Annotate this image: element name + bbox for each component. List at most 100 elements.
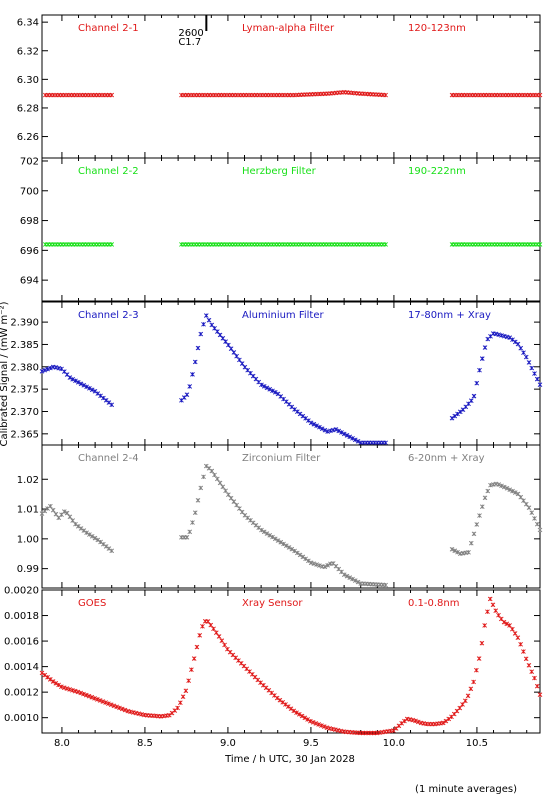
data-point <box>496 482 502 487</box>
data-point <box>39 670 45 676</box>
data-point <box>70 518 75 523</box>
data-point <box>468 540 474 546</box>
data-point <box>518 345 524 351</box>
data-point <box>64 510 70 516</box>
data-point <box>344 573 350 579</box>
data-point <box>352 437 358 443</box>
data-point <box>191 656 197 661</box>
data-point <box>59 684 64 690</box>
panel-label: Channel 2-2 <box>78 166 139 177</box>
y-tick-label: 6.26 <box>17 132 39 143</box>
data-point <box>515 341 521 347</box>
data-point <box>501 333 507 339</box>
data-point <box>192 510 198 516</box>
data-point <box>526 505 532 511</box>
data-point <box>206 317 212 323</box>
panel-label: Channel 2-3 <box>78 310 139 321</box>
x-tick-label: 9.5 <box>303 738 319 749</box>
data-point <box>64 686 70 691</box>
data-point <box>95 537 101 543</box>
data-point <box>449 546 455 552</box>
data-point <box>84 384 89 390</box>
averaging-note: (1 minute averages) <box>415 784 517 795</box>
panel-label: Zirconium Filter <box>242 453 321 464</box>
data-point <box>477 513 482 518</box>
data-point <box>198 331 204 337</box>
data-point <box>457 705 463 711</box>
data-point <box>237 506 242 511</box>
data-point <box>175 705 180 711</box>
data-point <box>504 485 510 491</box>
data-point <box>184 535 190 540</box>
data-point <box>515 635 521 640</box>
data-point <box>166 712 172 718</box>
data-point <box>537 242 543 247</box>
panel-frame <box>41 589 541 734</box>
data-point <box>383 582 388 588</box>
data-point <box>73 521 78 527</box>
data-point <box>479 640 485 646</box>
data-point <box>220 484 226 490</box>
y-tick-label: 698 <box>20 216 39 227</box>
data-point <box>485 609 490 615</box>
data-point <box>208 622 214 628</box>
data-point <box>283 702 288 707</box>
data-point <box>413 718 418 724</box>
data-point <box>294 710 299 715</box>
chart-panels: 6.26 6.28 6.30 6.32 6.34 Channel 2-1 Lyman-alp… <box>4 14 543 749</box>
data-point <box>192 359 198 365</box>
data-point <box>474 522 480 527</box>
y-tick-label: 0.0016 <box>4 637 39 648</box>
data-point <box>532 516 537 521</box>
data-point <box>209 468 215 474</box>
data-point <box>521 350 526 355</box>
data-point <box>288 706 294 712</box>
data-point <box>308 560 314 566</box>
data-point <box>53 511 59 517</box>
data-point <box>264 385 270 391</box>
data-point <box>194 644 200 650</box>
data-point <box>507 623 512 628</box>
data-point <box>410 717 416 723</box>
data-point <box>474 380 480 386</box>
data-point <box>319 723 324 728</box>
panel-label: 6-20nm + Xray <box>408 453 485 464</box>
data-point <box>347 434 353 440</box>
x-axis-label: Time / h UTC, 30 Jan 2028 <box>224 754 355 765</box>
data-point <box>75 689 81 695</box>
data-point <box>295 550 300 556</box>
data-point <box>499 333 504 338</box>
data-point <box>223 488 228 494</box>
data-point <box>297 552 303 558</box>
panel-label: Channel 2-1 <box>78 23 139 34</box>
data-point <box>496 612 501 618</box>
data-point <box>97 698 103 703</box>
panel-label: GOES <box>78 598 106 609</box>
data-point <box>355 438 361 444</box>
data-point <box>48 365 53 371</box>
data-point <box>521 498 526 503</box>
data-point <box>226 342 231 348</box>
data-point <box>521 649 526 654</box>
data-point <box>70 687 75 693</box>
data-point <box>526 663 532 668</box>
data-point <box>184 392 190 398</box>
data-point <box>302 715 308 721</box>
data-point <box>314 562 319 567</box>
data-point <box>228 495 234 501</box>
data-point <box>537 527 543 533</box>
data-point <box>67 687 72 692</box>
data-point <box>402 718 407 724</box>
data-point <box>61 685 67 691</box>
data-point <box>53 680 59 686</box>
data-point <box>474 667 479 673</box>
data-point <box>471 679 476 685</box>
panel-1: 6.26 6.28 6.30 6.32 6.34 Channel 2-1 Lyman-alp… <box>17 14 543 159</box>
data-point <box>267 386 273 392</box>
data-point <box>339 430 344 435</box>
panel-frame <box>41 444 541 589</box>
panel-label: 17-80nm + Xray <box>408 310 491 321</box>
data-point <box>183 688 189 694</box>
data-point <box>529 365 535 371</box>
data-point <box>277 697 283 703</box>
